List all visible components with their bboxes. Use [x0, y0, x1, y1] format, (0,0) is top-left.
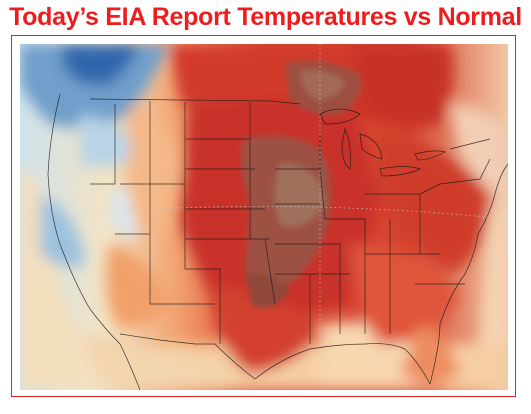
page-title: Today’s EIA Report Temperatures vs Norma… — [9, 3, 522, 31]
state-borders — [47, 93, 508, 390]
latitude-lines — [20, 44, 508, 390]
temperature-anomaly-map — [20, 44, 508, 390]
